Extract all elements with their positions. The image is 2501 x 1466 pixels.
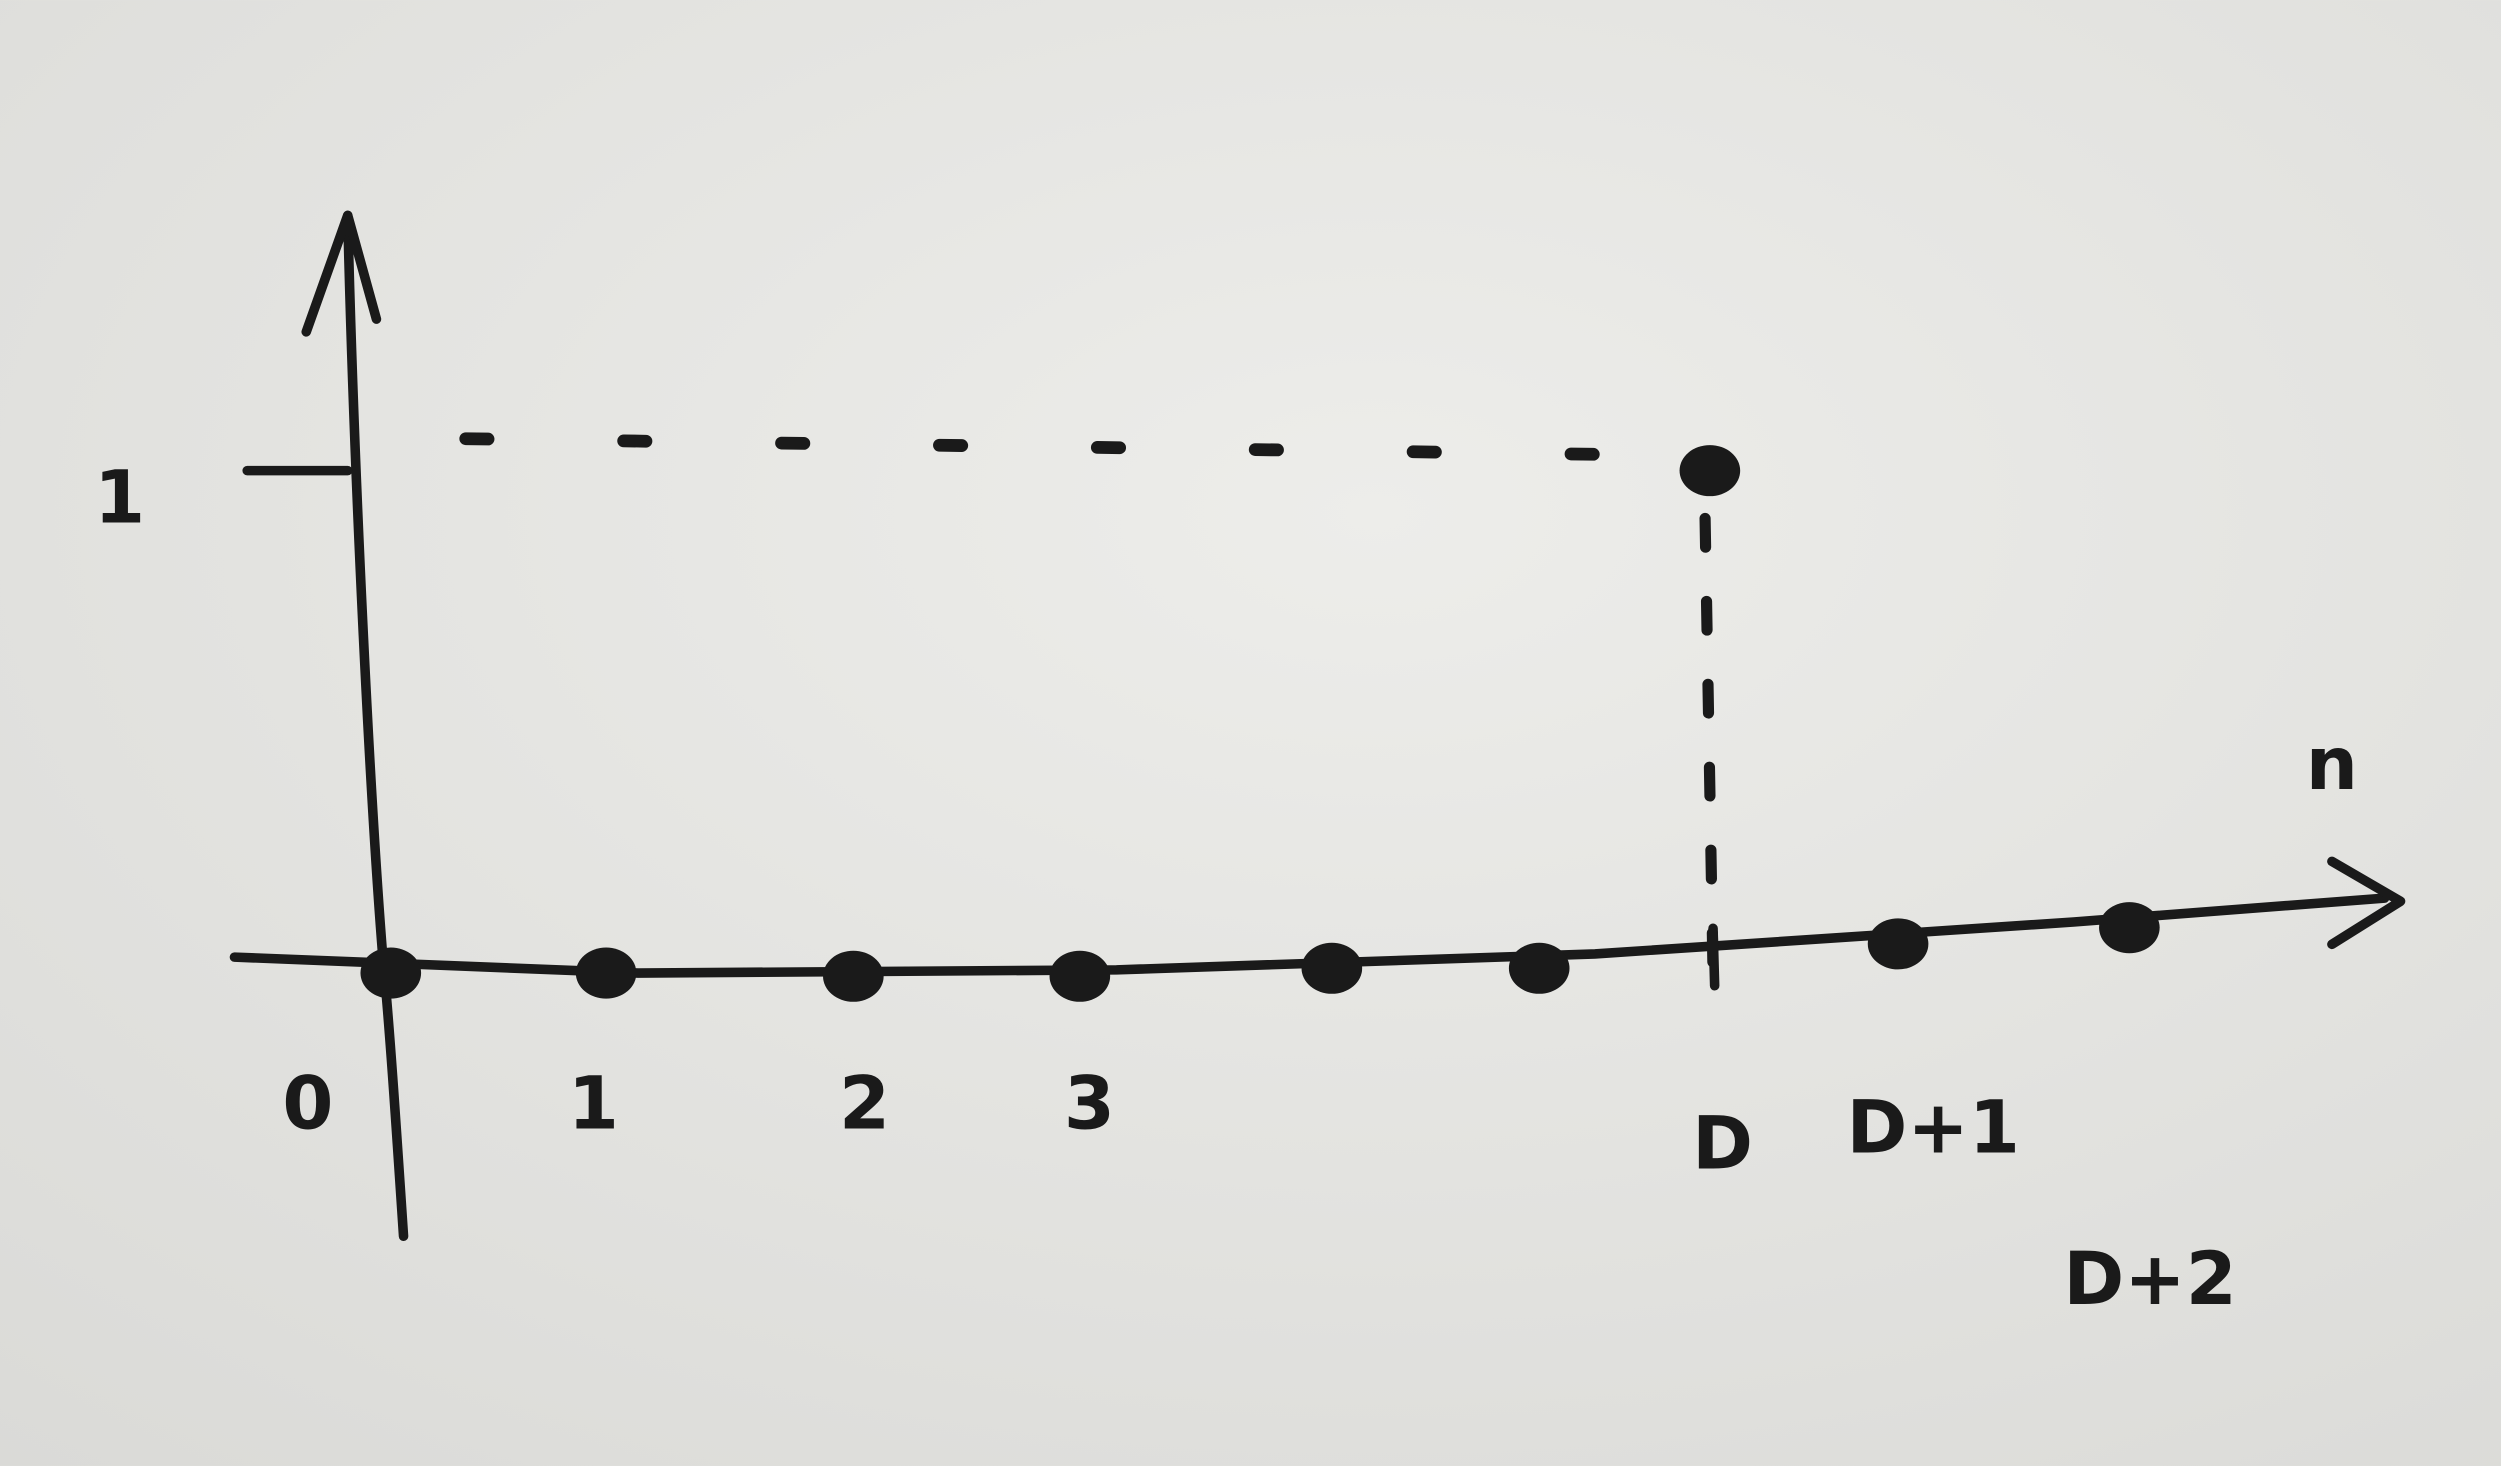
point xyxy=(1679,445,1741,497)
point xyxy=(360,947,422,999)
y-tick-label: 1 xyxy=(94,456,145,541)
point xyxy=(575,947,637,999)
x-tick-label: D+1 xyxy=(1846,1086,2019,1171)
x-tick-label: 0 xyxy=(282,1062,333,1147)
point xyxy=(1049,950,1111,1002)
x-tick-label: D xyxy=(1692,1102,1753,1187)
x-tick-label: 3 xyxy=(1064,1062,1115,1147)
x-tick-label: 2 xyxy=(839,1062,890,1147)
x-tick-label: D+2 xyxy=(2063,1237,2236,1322)
x-axis-arrow xyxy=(2327,856,2406,950)
point xyxy=(1867,918,1929,970)
tick-at-point xyxy=(1708,923,1720,991)
point xyxy=(2099,902,2160,954)
x-tick-label: 1 xyxy=(568,1062,619,1147)
point xyxy=(1301,942,1363,994)
y-axis xyxy=(342,210,409,1242)
x-axis-label: n xyxy=(2306,722,2358,807)
point xyxy=(823,950,884,1002)
point xyxy=(1508,942,1570,994)
guide-line xyxy=(459,432,1629,462)
y-axis-arrow xyxy=(301,210,382,337)
